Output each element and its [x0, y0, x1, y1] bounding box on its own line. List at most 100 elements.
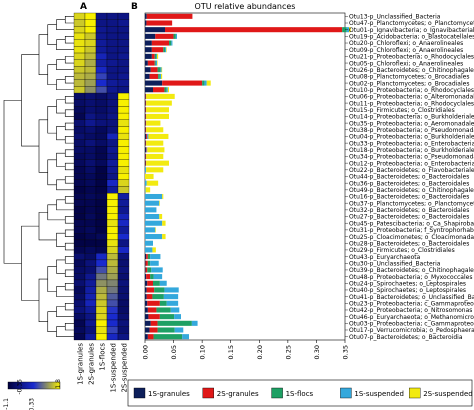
- heatmap-cell: [95, 293, 108, 301]
- otu-label: Otu02-p_Planctomycetes; o_Brocadiales: [349, 80, 469, 87]
- bar-segment: [145, 147, 147, 153]
- dendrogram-branch: [47, 24, 57, 45]
- bar-segment: [145, 214, 160, 220]
- row-dendrogram: [3, 16, 74, 337]
- heatmap-cell: [117, 66, 130, 74]
- bar-x-axis: 0.00 0.05 0.10 0.15 0.20 0.25 0.30 0.35: [142, 340, 350, 359]
- heatmap-cell: [84, 32, 97, 40]
- dendrogram-branch: [56, 99, 66, 114]
- bar-segment: [164, 87, 167, 93]
- heatmap-cell: [117, 306, 130, 314]
- heatmap-cell: [84, 159, 97, 167]
- heatmap-cell: [73, 19, 86, 27]
- heatmap-column-label: 1S-suspended: [110, 343, 118, 393]
- bar-segment: [146, 93, 175, 99]
- dendrogram-branch: [64, 76, 74, 84]
- bar-segment: [146, 147, 147, 153]
- heatmap-cell: [106, 233, 119, 241]
- bar-segment: [149, 73, 159, 79]
- bar-segment: [147, 334, 154, 340]
- bar-segment: [146, 160, 169, 166]
- otu-label: Otu12-p_Proteobacteria; o_Enterobacteria…: [349, 160, 474, 167]
- bar-segment: [145, 140, 146, 146]
- bar-segment: [145, 127, 146, 133]
- bar-segment: [147, 300, 160, 306]
- bar-segment: [146, 274, 151, 280]
- heatmap-cell: [117, 52, 130, 60]
- heatmap-cell: [73, 99, 86, 107]
- color-key-tick: -0.35: [16, 379, 23, 395]
- bar-segment: [159, 73, 161, 79]
- bar-segment: [165, 27, 343, 33]
- bar-segment: [145, 73, 150, 79]
- bar-segment: [147, 267, 152, 273]
- bar-segment: [145, 100, 146, 106]
- heatmap-cell: [95, 179, 108, 187]
- bar-segment: [182, 334, 189, 340]
- heatmap-cell: [84, 119, 97, 127]
- panel-label-b: B: [131, 2, 138, 12]
- bar-segment: [146, 287, 155, 293]
- bar-segment: [153, 274, 163, 280]
- heatmap-cell: [95, 313, 108, 321]
- bar-segment: [151, 53, 155, 59]
- heatmap-cell: [95, 206, 108, 214]
- heatmap-cell: [84, 246, 97, 254]
- bar-segment: [145, 113, 146, 119]
- heatmap-column-labels: 1S-granules 2S-granules 1S-flocs 1S-suspend…: [77, 343, 129, 393]
- heatmap-column-label: 1S-flocs: [99, 343, 107, 371]
- bar-segment: [145, 160, 147, 166]
- bar-segment: [145, 294, 147, 300]
- heatmap-cell: [117, 319, 130, 327]
- bar-segment: [162, 220, 166, 226]
- bar-segment: [154, 287, 165, 293]
- otu-label: Otu34-p_Proteobacteria; o_Pseudomonadale…: [349, 154, 474, 161]
- heatmap-cell: [73, 273, 86, 281]
- bar-segment: [147, 254, 151, 260]
- bar-segment: [145, 307, 148, 313]
- otu-label: Otu35-p_Proteobacteria; o_Aeromonadales: [349, 120, 474, 127]
- color-key-bar: [7, 381, 61, 390]
- heatmap-cell: [95, 79, 108, 87]
- otu-label: Otu26-p_Bacteroidetes; o_Chitinophagales: [349, 67, 474, 74]
- bar-segment: [155, 60, 157, 66]
- heatmap-cell: [84, 99, 97, 107]
- bar-segment: [161, 67, 163, 73]
- bar-segment: [145, 87, 153, 93]
- heatmap-cell: [84, 239, 97, 247]
- bar-segment: [159, 200, 160, 206]
- bar-segment: [145, 33, 156, 39]
- heatmap-cell: [95, 286, 108, 294]
- heatmap-cell: [95, 166, 108, 174]
- heatmap-cell: [106, 293, 119, 301]
- heatmap-cell: [84, 12, 97, 20]
- bar-segment: [151, 47, 164, 53]
- otu-label: Otu21-p_Proteobacteria; o_Rhodocyclales: [349, 54, 474, 61]
- bar-segment: [154, 53, 157, 59]
- heatmap-cell: [106, 79, 119, 87]
- heatmap-cell: [95, 239, 108, 247]
- heatmap-cell: [106, 266, 119, 274]
- bar-segment: [145, 207, 157, 213]
- bar-segment: [169, 40, 172, 46]
- otu-label: Otu36-p_Bacteroidetes; o_Bacteroidales: [349, 180, 469, 187]
- heatmap-cell: [73, 246, 86, 254]
- bar-segment: [162, 234, 166, 240]
- bar-segment: [145, 13, 147, 19]
- bar-segment: [145, 173, 154, 180]
- heatmap-cell: [84, 219, 97, 227]
- heatmap-cell: [95, 126, 108, 134]
- heatmap-cell: [117, 99, 130, 107]
- heatmap-cell: [117, 233, 130, 241]
- heatmap-cell: [106, 106, 119, 114]
- heatmap-cell: [117, 39, 130, 47]
- otu-label: Otu16-p_Bacteroidetes; o_Bacteroidales: [349, 194, 469, 201]
- heatmap-cell: [73, 219, 86, 227]
- dendrogram-branch: [64, 269, 74, 277]
- heatmap-cell: [106, 326, 119, 334]
- otu-label: Otu30-p_Unclassified_Bacteria: [349, 260, 441, 267]
- bar-segment: [159, 314, 175, 320]
- heatmap-cell: [84, 152, 97, 160]
- otu-label: Otu08-p_Planctomycetes; o_Brocadiales: [349, 74, 469, 81]
- heatmap-cell: [106, 319, 119, 327]
